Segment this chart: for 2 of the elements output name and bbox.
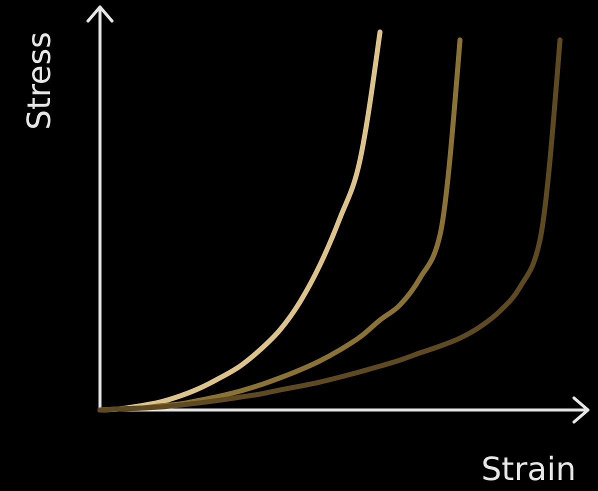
y-axis-title: Stress [20, 32, 58, 130]
x-axis-title: Strain [481, 450, 576, 488]
